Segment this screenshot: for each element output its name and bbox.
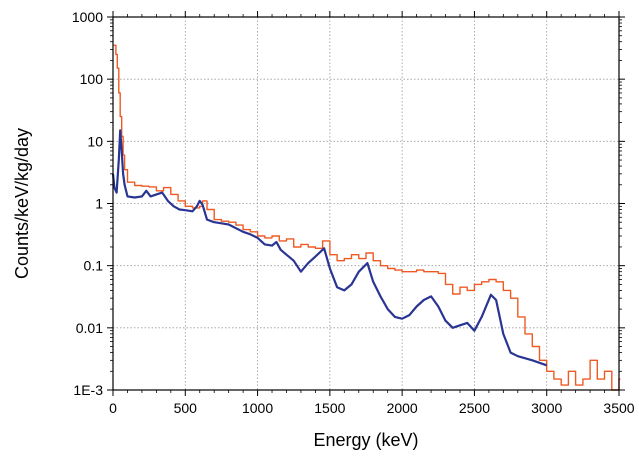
y-tick-label: 1E-3 — [73, 382, 103, 398]
x-tick-label: 3000 — [531, 400, 562, 416]
x-tick-label: 0 — [109, 400, 117, 416]
x-tick-label: 1500 — [314, 400, 345, 416]
x-tick-label: 500 — [174, 400, 198, 416]
series-line-1 — [113, 44, 621, 391]
series-layer — [111, 44, 621, 391]
y-tick-label: 100 — [80, 71, 104, 87]
x-tick-label: 3500 — [603, 400, 634, 416]
series-line-2 — [111, 129, 548, 367]
y-tick-label: 1000 — [72, 9, 103, 25]
x-tick-label: 1000 — [242, 400, 273, 416]
x-tick-label: 2500 — [459, 400, 490, 416]
y-tick-label: 10 — [87, 133, 103, 149]
ticks — [107, 11, 625, 396]
y-tick-label: 0.01 — [76, 320, 103, 336]
x-tick-labels: 0 500 1000 1500 2000 2500 3000 3500 — [109, 400, 635, 416]
y-axis-title: Counts/keV/kg/day — [12, 128, 32, 279]
y-tick-label: 1 — [95, 196, 103, 212]
x-tick-label: 2000 — [387, 400, 418, 416]
grid — [113, 17, 619, 390]
y-tick-label: 0.1 — [84, 258, 104, 274]
x-axis-title: Energy (keV) — [313, 430, 418, 450]
y-tick-labels: 1E-3 0.01 0.1 1 10 100 1000 — [72, 9, 103, 398]
